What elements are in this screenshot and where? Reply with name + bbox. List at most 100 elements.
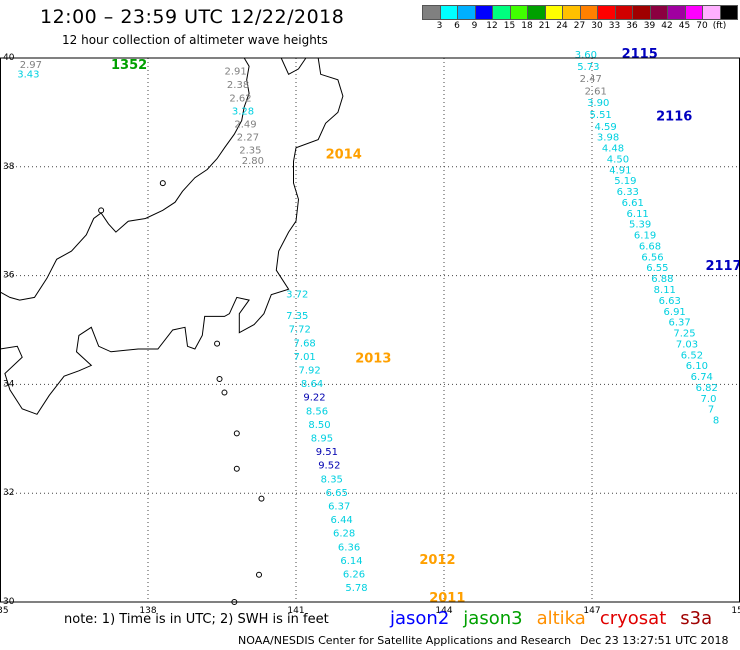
- pass-time-label: 2115: [622, 47, 658, 62]
- lon-tick-label: 138: [139, 606, 156, 616]
- legend-label: 45: [678, 21, 691, 31]
- wave-height-label: 2.62: [229, 94, 251, 105]
- legend-label: 33: [608, 21, 621, 31]
- wave-height-label: 2.38: [227, 80, 249, 91]
- wave-height-label: 6.36: [338, 542, 360, 553]
- island-outline: [233, 465, 240, 472]
- island-outline: [258, 495, 265, 502]
- wave-height-label: 6.63: [659, 296, 681, 307]
- coastline-west: [0, 57, 250, 301]
- wave-height-label: 2.49: [234, 120, 256, 131]
- wave-height-label: 8.95: [311, 434, 333, 445]
- wave-height-label: 8.50: [308, 420, 330, 431]
- credit-line: NOAA/NESDIS Center for Satellite Applica…: [238, 634, 572, 647]
- wave-height-label: 3.43: [17, 70, 39, 81]
- generated-timestamp: Dec 23 13:27:51 UTC 2018: [580, 634, 729, 647]
- island-outline: [98, 207, 105, 214]
- lat-tick-label: 36: [3, 271, 15, 281]
- wave-height-label: 7.0: [701, 394, 717, 405]
- wave-height-label: 3.60: [575, 50, 597, 61]
- wave-height-label: 4.48: [602, 144, 624, 155]
- wave-height-label: 6.11: [627, 209, 649, 220]
- wave-height-label: 7.25: [673, 329, 695, 340]
- wave-height-label: 5.19: [614, 176, 636, 187]
- legend-label: 36: [626, 21, 638, 31]
- satellite-label: jason3: [463, 608, 523, 629]
- wave-height-label: 6.65: [326, 488, 348, 499]
- pass-time-label: 2012: [419, 553, 455, 568]
- wave-height-label: 5.39: [629, 220, 651, 231]
- wave-height-label: 8.56: [306, 406, 328, 417]
- wave-height-label: 8.64: [301, 379, 323, 390]
- lat-tick-label: 32: [3, 488, 14, 498]
- wave-height-label: 7.92: [298, 366, 320, 377]
- legend-label: 9: [471, 21, 478, 31]
- wave-height-label: 7.72: [289, 325, 311, 336]
- legend-label: 70: [696, 21, 708, 31]
- wave-height-label: 6.14: [340, 556, 362, 567]
- page-title: 12:00 – 23:59 UTC 12/22/2018: [40, 6, 345, 28]
- legend-label: 18: [521, 21, 533, 31]
- wave-height-label: 2.97: [20, 60, 42, 71]
- satellite-legend: jason2 jason3 altika cryosat s3a: [390, 608, 726, 629]
- wave-height-label: 5.78: [345, 583, 367, 594]
- wave-height-label: 2.35: [239, 146, 261, 157]
- legend-label: 24: [556, 21, 568, 31]
- island-outline: [221, 389, 228, 396]
- coastline-east: [0, 57, 344, 415]
- wave-height-label: 6.28: [333, 529, 355, 540]
- wave-height-label: 6.26: [343, 570, 365, 581]
- legend-label: 21: [538, 21, 551, 31]
- wave-height-label: 6.33: [617, 187, 639, 198]
- wave-height-label: 6.88: [651, 274, 673, 285]
- wave-height-label: 6.56: [641, 252, 663, 263]
- legend-label: (ft): [712, 21, 727, 31]
- lon-tick-label: 150: [731, 606, 740, 616]
- lat-tick-label: 34: [3, 379, 15, 389]
- pass-time-label: 2011: [429, 591, 465, 606]
- wave-height-label: 6.19: [634, 231, 656, 242]
- wave-height-label: 7: [708, 405, 714, 416]
- wave-height-label: 3.72: [286, 289, 308, 300]
- satellite-label: jason2: [390, 608, 450, 629]
- pass-time-label: 2117: [705, 259, 740, 274]
- legend-swatch: [719, 5, 738, 20]
- wave-height-label: 3.98: [597, 133, 619, 144]
- wave-height-label: 6.37: [668, 318, 690, 329]
- lon-tick-label: 144: [435, 606, 452, 616]
- legend-label: 39: [643, 21, 656, 31]
- wave-height-label: 7.03: [676, 339, 698, 350]
- wave-height-label: 5.73: [577, 62, 599, 73]
- island-outline: [214, 340, 221, 347]
- satellite-label: s3a: [680, 608, 713, 629]
- wave-height-label: 6.55: [646, 263, 668, 274]
- wave-height-label: 6.91: [664, 307, 686, 318]
- wave-height-label: 6.61: [622, 198, 644, 209]
- wave-height-label: 6.82: [696, 383, 718, 394]
- wave-height-label: 2.80: [242, 156, 264, 167]
- satellite-label: altika: [536, 608, 586, 629]
- legend-label: 15: [503, 21, 516, 31]
- map-frame: [0, 57, 740, 603]
- wave-height-label: 4.91: [609, 165, 631, 176]
- pass-time-label: 2014: [326, 148, 362, 163]
- wave-height-label: 8.35: [321, 474, 343, 485]
- coastline-north: [280, 57, 307, 75]
- island-outline: [216, 375, 223, 382]
- wave-height-label: 7.35: [286, 311, 308, 322]
- wave-height-label: 6.44: [331, 515, 353, 526]
- island-outline: [233, 430, 240, 437]
- wave-height-label: 5.51: [590, 110, 612, 121]
- lon-tick-label: 135: [0, 606, 9, 616]
- pass-time-label: 2116: [656, 110, 692, 125]
- lon-tick-label: 147: [583, 606, 600, 616]
- wave-height-label: 4.59: [594, 122, 616, 133]
- island-outline: [159, 180, 166, 187]
- wave-height-label: 7.01: [294, 352, 316, 363]
- pass-time-label: 1352: [111, 58, 147, 73]
- wave-height-label: 7.68: [294, 338, 316, 349]
- pass-time-label: 2013: [355, 352, 391, 367]
- satellite-label: cryosat: [599, 608, 667, 629]
- legend-label: 3: [436, 21, 443, 31]
